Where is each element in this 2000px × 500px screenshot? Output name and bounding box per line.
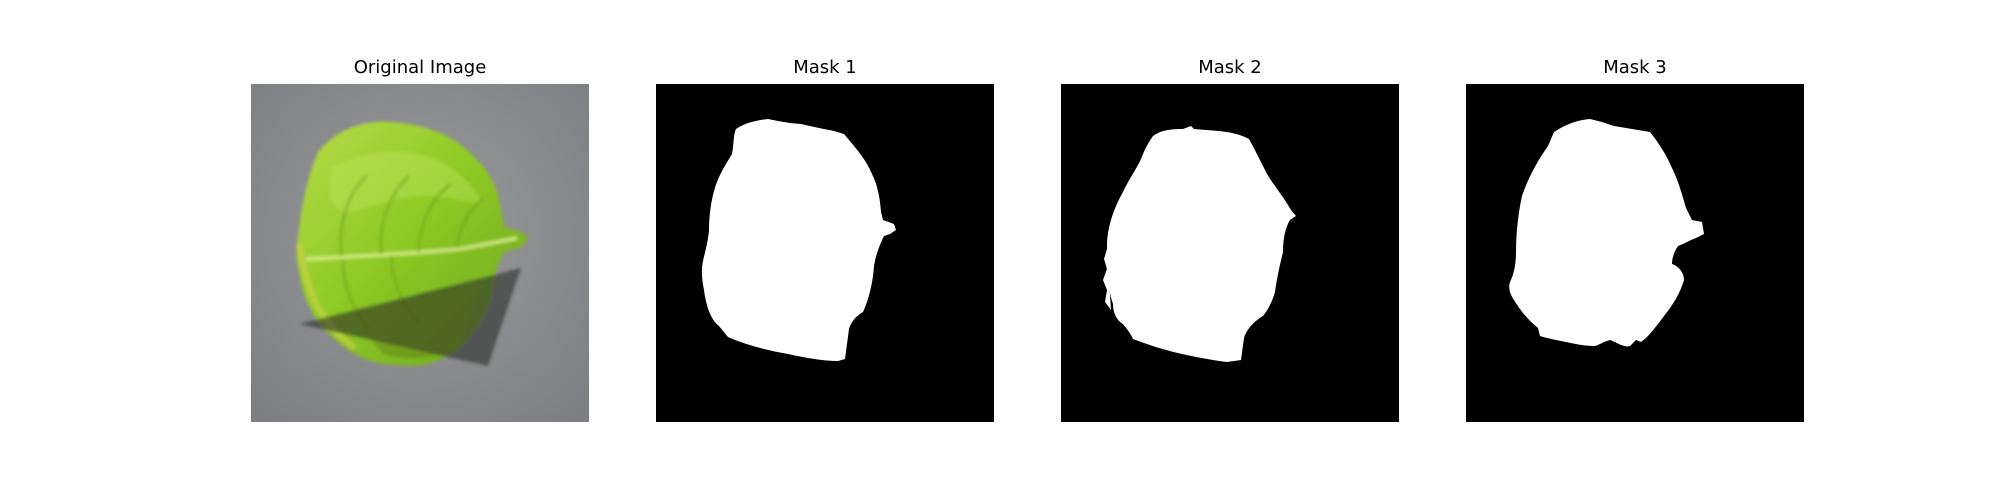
mask-3-image [1466,84,1804,422]
mask-foreground [1106,126,1296,362]
mask-2 [1061,84,1399,422]
panel-title-original-image: Original Image [353,57,487,78]
panel-title-mask-1: Mask 1 [793,57,857,78]
shadow-overlap [351,284,479,359]
mask-1 [656,84,994,422]
mask-3 [1466,84,1804,422]
panel-title-mask-3: Mask 3 [1603,57,1667,78]
mask-1-image [656,84,994,422]
mask-foreground [1509,119,1704,347]
original-image [251,84,589,422]
mask-foreground [701,119,896,361]
mask-2-panel: Mask 2 [1061,56,1399,422]
leaf-photo [251,84,589,422]
panel-title-mask-2: Mask 2 [1198,57,1262,78]
mask-jagged-left [1103,249,1111,310]
original-image-panel: Original Image [251,56,589,422]
leaf-highlight [329,151,483,213]
leaf-midrib [305,236,518,261]
leaf-edge-yellow [296,243,357,351]
mask-1-panel: Mask 1 [656,56,994,422]
mask-3-panel: Mask 3 [1466,56,1804,422]
mask-2-image [1061,84,1399,422]
